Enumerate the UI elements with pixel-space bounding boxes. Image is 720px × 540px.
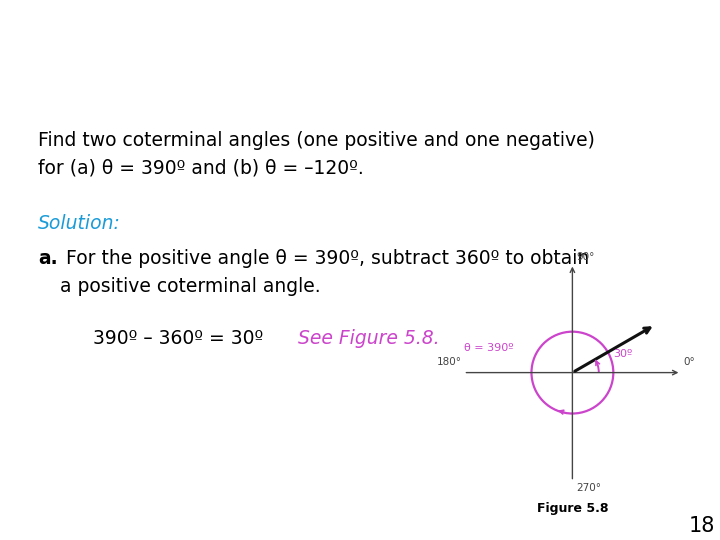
Text: Find two coterminal angles (one positive and one negative): Find two coterminal angles (one positive… (38, 131, 595, 150)
Text: a positive coterminal angle.: a positive coterminal angle. (60, 277, 320, 296)
Text: 270°: 270° (577, 483, 601, 494)
Text: Example 1 –                 Finding Coterminal Angles: Example 1 – Finding Coterminal Angles (13, 23, 720, 52)
Text: Example 1 –: Example 1 – (13, 23, 227, 52)
Text: 18: 18 (688, 516, 714, 537)
Text: 30º: 30º (613, 349, 633, 359)
Text: Solution:: Solution: (38, 214, 121, 233)
Text: a.: a. (38, 249, 58, 268)
Text: θ = 390º: θ = 390º (464, 342, 513, 353)
Text: for (a) θ = 390º and (b) θ = –120º.: for (a) θ = 390º and (b) θ = –120º. (38, 159, 364, 178)
Text: Figure 5.8: Figure 5.8 (536, 502, 608, 515)
Text: 0°: 0° (683, 357, 695, 367)
Text: 390º – 360º = 30º: 390º – 360º = 30º (93, 329, 264, 348)
Text: 180°: 180° (436, 357, 462, 367)
Text: 90°: 90° (577, 252, 595, 262)
Text: See Figure 5.8.: See Figure 5.8. (298, 329, 440, 348)
Text: Example 1 –: Example 1 – (13, 23, 227, 52)
Text: Finding Coterminal Angles: Finding Coterminal Angles (191, 23, 647, 52)
Text: For the positive angle θ = 390º, subtract 360º to obtain: For the positive angle θ = 390º, subtrac… (60, 249, 589, 268)
